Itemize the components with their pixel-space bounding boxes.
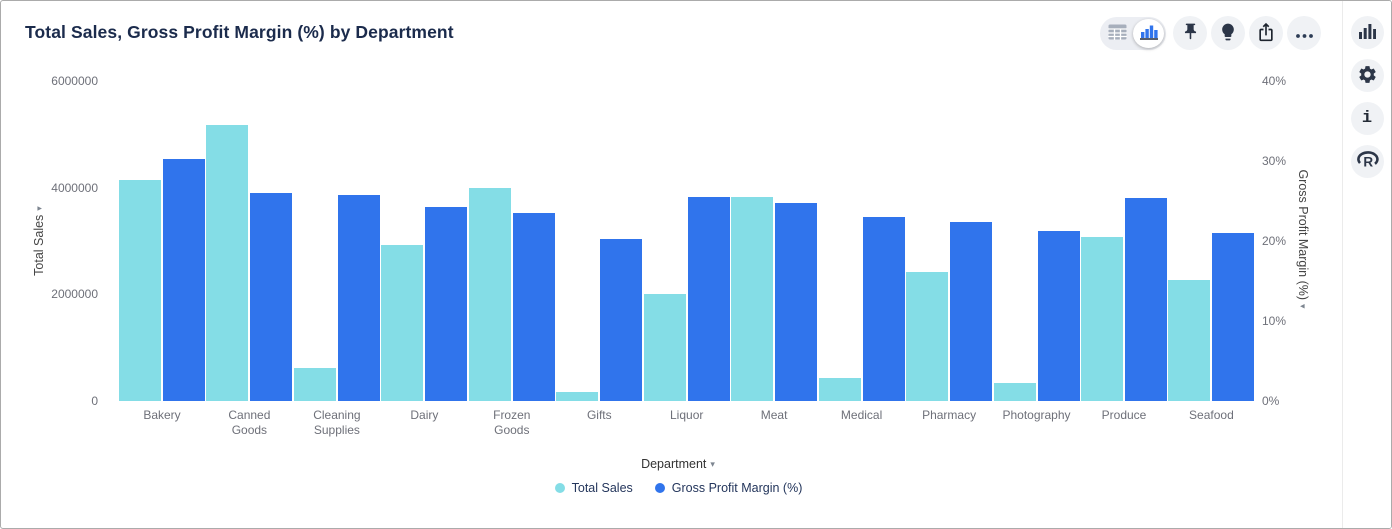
- left-axis-tick-label: 4000000: [51, 180, 98, 195]
- r-logo-icon: R: [1356, 150, 1379, 173]
- right-axis-tick-label: 10%: [1262, 314, 1287, 328]
- caret-down-icon: ▾: [34, 206, 44, 211]
- right-axis-tick-label: 0%: [1262, 394, 1280, 408]
- right-axis-title-text: Gross Profit Margin (%): [1296, 169, 1310, 301]
- right-axis-tick-label: 20%: [1262, 234, 1287, 248]
- left-axis-title[interactable]: Total Sales ▾: [32, 206, 46, 276]
- sidebar-r-language-button[interactable]: R: [1350, 145, 1384, 178]
- bar-gross-profit-margin-canned-goods[interactable]: [250, 193, 293, 401]
- caret-down-icon: ▾: [710, 459, 715, 469]
- legend-item-total-sales[interactable]: Total Sales: [554, 481, 633, 495]
- pin-button[interactable]: [1173, 16, 1207, 50]
- x-axis-category-frozen-goods: Frozen Goods: [493, 408, 531, 437]
- legend-swatch-icon: [654, 483, 665, 493]
- settings-gear-icon: [1357, 64, 1378, 88]
- chart-legend: Total Sales Gross Profit Margin (%): [106, 481, 1251, 495]
- bar-total-sales-medical[interactable]: [818, 378, 861, 401]
- bar-gross-profit-margin-liquor[interactable]: [687, 197, 730, 401]
- left-axis-tick-label: 0: [91, 394, 98, 408]
- x-axis-category-medical: Medical: [840, 408, 883, 422]
- left-axis-tick-label: 2000000: [51, 287, 98, 302]
- x-axis-category-produce: Produce: [1101, 408, 1147, 422]
- x-axis-category-pharmacy: Pharmacy: [922, 408, 977, 422]
- more-options-button[interactable]: [1287, 16, 1321, 50]
- more-options-icon: [1295, 26, 1313, 41]
- bar-chart-view-icon: [1139, 24, 1158, 43]
- bar-total-sales-pharmacy[interactable]: [906, 272, 949, 401]
- x-axis-field-label: Department: [641, 457, 707, 471]
- bar-total-sales-seafood[interactable]: [1168, 280, 1211, 401]
- bar-total-sales-canned-goods[interactable]: [206, 125, 249, 401]
- bar-chart-icon: [1358, 23, 1376, 42]
- left-axis-tick-label: 6000000: [51, 74, 98, 88]
- bar-total-sales-cleaning-supplies[interactable]: [293, 368, 336, 401]
- bar-total-sales-dairy[interactable]: [381, 245, 424, 401]
- bar-gross-profit-margin-seafood[interactable]: [1212, 233, 1255, 401]
- right-sidebar: i R: [1342, 1, 1391, 528]
- svg-text:R: R: [1363, 155, 1373, 170]
- x-axis-category-canned-goods: Canned Goods: [228, 408, 271, 437]
- bar-gross-profit-margin-photography[interactable]: [1037, 231, 1080, 401]
- chart-title: Total Sales, Gross Profit Margin (%) by …: [25, 22, 454, 42]
- bar-gross-profit-margin-meat[interactable]: [775, 203, 818, 401]
- legend-item-gross-profit-margin[interactable]: Gross Profit Margin (%): [654, 481, 803, 495]
- left-axis-title-text: Total Sales: [32, 214, 46, 276]
- chart-toolbar: [1100, 16, 1321, 50]
- table-view-button[interactable]: [1102, 19, 1133, 48]
- bar-total-sales-meat[interactable]: [731, 197, 774, 401]
- x-axis-category-cleaning-supplies: Cleaning Supplies: [313, 408, 361, 437]
- right-axis-tick-label: 40%: [1262, 74, 1287, 88]
- bar-total-sales-gifts[interactable]: [556, 392, 599, 401]
- x-axis-category-liquor: Liquor: [670, 408, 704, 422]
- bar-gross-profit-margin-dairy[interactable]: [425, 207, 468, 401]
- bar-total-sales-frozen-goods[interactable]: [468, 188, 511, 401]
- right-axis-title[interactable]: Gross Profit Margin (%) ▾: [1296, 169, 1310, 308]
- x-axis-category-gifts: Gifts: [586, 408, 612, 422]
- insights-button[interactable]: [1211, 16, 1245, 50]
- sidebar-info-button[interactable]: i: [1350, 102, 1384, 135]
- legend-label: Gross Profit Margin (%): [671, 481, 803, 495]
- view-toggle: [1100, 16, 1166, 50]
- bar-gross-profit-margin-cleaning-supplies[interactable]: [337, 195, 380, 401]
- lightbulb-icon: [1218, 22, 1238, 45]
- bar-gross-profit-margin-frozen-goods[interactable]: [512, 213, 555, 401]
- right-axis-tick-label: 30%: [1262, 154, 1287, 168]
- x-axis-category-meat: Meat: [760, 408, 788, 422]
- x-axis-category-dairy: Dairy: [410, 408, 439, 422]
- legend-swatch-icon: [554, 483, 565, 493]
- bar-gross-profit-margin-medical[interactable]: [862, 217, 905, 401]
- bar-total-sales-liquor[interactable]: [643, 294, 686, 401]
- x-axis-field-dropdown[interactable]: Department ▾: [428, 457, 928, 471]
- table-view-icon: [1108, 24, 1127, 43]
- bar-gross-profit-margin-produce[interactable]: [1125, 198, 1167, 401]
- bar-total-sales-photography[interactable]: [993, 383, 1036, 401]
- bar-gross-profit-margin-bakery[interactable]: [163, 159, 205, 401]
- x-axis-category-bakery: Bakery: [143, 408, 181, 422]
- bar-total-sales-bakery[interactable]: [119, 180, 161, 401]
- sidebar-settings-button[interactable]: [1350, 59, 1384, 92]
- caret-down-icon: ▾: [1298, 304, 1308, 309]
- pin-icon: [1181, 22, 1200, 44]
- info-icon: i: [1361, 109, 1373, 128]
- sidebar-chart-button[interactable]: [1350, 16, 1384, 49]
- chart-view-button[interactable]: [1133, 18, 1164, 48]
- x-axis-category-photography: Photography: [1002, 408, 1071, 422]
- bar-gross-profit-margin-pharmacy[interactable]: [950, 222, 993, 401]
- share-export-icon: [1256, 22, 1276, 45]
- bar-total-sales-produce[interactable]: [1081, 237, 1123, 401]
- x-axis-category-seafood: Seafood: [1189, 408, 1234, 422]
- legend-label: Total Sales: [571, 481, 633, 495]
- bar-gross-profit-margin-gifts[interactable]: [600, 239, 643, 401]
- export-share-button[interactable]: [1249, 16, 1283, 50]
